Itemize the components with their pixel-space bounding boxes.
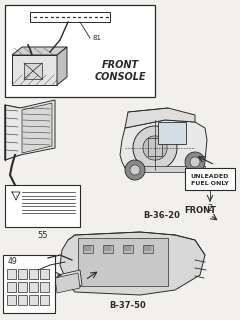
Bar (18, 282, 27, 292)
Bar (3, 255, 55, 313)
Polygon shape (133, 126, 177, 170)
Polygon shape (152, 145, 158, 151)
Bar (125, 166, 205, 172)
Text: 55: 55 (37, 230, 48, 239)
Bar (158, 122, 186, 144)
Text: 49: 49 (8, 258, 18, 267)
Bar (30, 12, 110, 22)
Polygon shape (12, 55, 57, 85)
Text: CONSOLE: CONSOLE (94, 72, 146, 82)
Bar (7, 295, 16, 305)
Text: 81: 81 (92, 35, 101, 41)
Text: B-36-20: B-36-20 (144, 211, 180, 220)
Text: B-37-50: B-37-50 (110, 301, 146, 310)
Bar (40, 269, 49, 279)
Polygon shape (143, 136, 167, 160)
Bar (40, 295, 49, 305)
Bar (18, 295, 27, 305)
Polygon shape (130, 165, 140, 175)
Bar (148, 138, 162, 156)
Bar (123, 245, 133, 253)
Bar (40, 282, 49, 292)
Bar (18, 269, 27, 279)
Bar (83, 245, 93, 253)
Bar (7, 269, 16, 279)
Polygon shape (125, 160, 145, 180)
Text: !: ! (15, 195, 17, 199)
Polygon shape (190, 157, 200, 167)
Bar (5, 5, 155, 97)
Bar (143, 245, 153, 253)
Polygon shape (5, 105, 20, 160)
Polygon shape (125, 108, 195, 128)
Polygon shape (185, 152, 205, 172)
Text: UNLEADED: UNLEADED (191, 173, 229, 179)
Bar (24, 63, 42, 79)
Bar (78, 238, 168, 286)
Polygon shape (58, 270, 82, 290)
Polygon shape (12, 47, 67, 55)
Polygon shape (22, 103, 52, 153)
Polygon shape (57, 47, 67, 85)
Polygon shape (5, 100, 55, 160)
Text: FRONT: FRONT (102, 60, 138, 70)
Text: FRONT: FRONT (184, 205, 216, 214)
Polygon shape (55, 273, 80, 293)
Text: FUEL ONLY: FUEL ONLY (191, 180, 229, 186)
Bar (103, 245, 113, 253)
Text: 2: 2 (207, 204, 213, 212)
Bar (185, 168, 235, 190)
Bar (29, 295, 38, 305)
Bar (29, 282, 38, 292)
Polygon shape (120, 120, 207, 170)
Bar (7, 282, 16, 292)
Bar (29, 269, 38, 279)
Bar (5, 185, 80, 227)
Polygon shape (60, 232, 205, 295)
